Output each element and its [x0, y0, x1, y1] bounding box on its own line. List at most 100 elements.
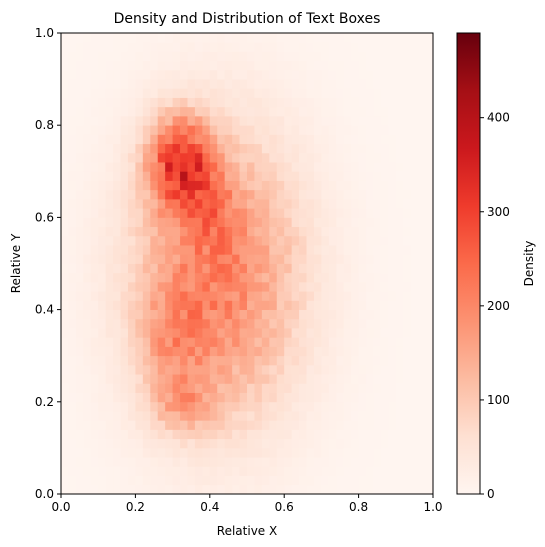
heatmap-cell [284, 152, 293, 163]
heatmap-cell [395, 466, 404, 476]
heatmap-cell [351, 429, 359, 440]
heatmap-cell [217, 88, 226, 98]
heatmap-cell [254, 383, 263, 393]
heatmap-cell [306, 152, 315, 163]
heatmap-cell [269, 364, 278, 375]
heatmap-cell [217, 447, 226, 458]
heatmap-cell [366, 383, 374, 393]
heatmap-cell [135, 438, 144, 449]
heatmap-cell [217, 484, 226, 495]
heatmap-cell [425, 457, 434, 467]
heatmap-cell [157, 318, 166, 329]
heatmap-cell [254, 33, 263, 43]
heatmap-cell [127, 346, 136, 357]
heatmap-cell [313, 106, 322, 117]
heatmap-cell [75, 401, 84, 412]
heatmap-cell [135, 281, 144, 292]
heatmap-cell [209, 79, 218, 89]
heatmap-cell [239, 60, 248, 71]
heatmap-cell [380, 466, 389, 476]
heatmap-cell [410, 411, 419, 421]
heatmap-cell [75, 171, 84, 181]
heatmap-cell [351, 438, 359, 449]
heatmap-cell [366, 457, 374, 467]
heatmap-cell [351, 134, 359, 145]
heatmap-cell [217, 309, 226, 320]
heatmap-cell [299, 438, 307, 449]
heatmap-cell [351, 374, 359, 384]
heatmap-cell [113, 272, 121, 283]
heatmap-cell [239, 401, 248, 412]
heatmap-cell [254, 429, 263, 440]
heatmap-cell [232, 420, 240, 430]
heatmap-cell [90, 162, 99, 172]
heatmap-cell [165, 217, 173, 228]
heatmap-cell [358, 364, 367, 375]
heatmap-cell [217, 106, 226, 117]
heatmap-cell [68, 171, 77, 181]
heatmap-cell [90, 429, 99, 440]
heatmap-cell [418, 291, 426, 301]
heatmap-cell [172, 189, 181, 200]
heatmap-cell [418, 374, 426, 384]
heatmap-cell [113, 69, 121, 80]
heatmap-cell [150, 401, 159, 412]
heatmap-cell [284, 337, 293, 347]
heatmap-cell [180, 364, 188, 375]
heatmap-cell [142, 189, 151, 200]
heatmap-cell [343, 198, 352, 209]
heatmap-cell [254, 411, 263, 421]
heatmap-cell [328, 79, 337, 89]
heatmap-cell [373, 291, 382, 301]
heatmap-cell [150, 484, 159, 495]
heatmap-cell [172, 152, 181, 163]
heatmap-cell [269, 392, 278, 403]
heatmap-cell [388, 392, 397, 403]
heatmap-cell [194, 60, 203, 71]
heatmap-cell [142, 180, 151, 191]
heatmap-cell [68, 392, 77, 403]
heatmap-cell [418, 457, 426, 467]
heatmap-cell [254, 235, 263, 246]
heatmap-cell [135, 272, 144, 283]
heatmap-cell [202, 106, 211, 117]
heatmap-cell [321, 475, 330, 486]
heatmap-cell [425, 180, 434, 191]
heatmap-cell [105, 374, 114, 384]
heatmap-cell [105, 235, 114, 246]
heatmap-cell [172, 318, 181, 329]
heatmap-cell [90, 484, 99, 495]
heatmap-cell [180, 217, 188, 228]
heatmap-cell [380, 364, 389, 375]
heatmap-cell [113, 79, 121, 89]
heatmap-cell [202, 401, 211, 412]
heatmap-cell [90, 88, 99, 98]
heatmap-cell [306, 392, 315, 403]
heatmap-cell [157, 134, 166, 145]
heatmap-cell [98, 226, 107, 237]
heatmap-cell [343, 281, 352, 292]
heatmap-cell [261, 125, 270, 135]
heatmap-cell [61, 143, 69, 154]
heatmap-cell [83, 88, 92, 98]
heatmap-cell [135, 374, 144, 384]
heatmap-cell [306, 291, 315, 301]
heatmap-cell [217, 143, 226, 154]
heatmap-cell [239, 392, 248, 403]
heatmap-cell [410, 291, 419, 301]
heatmap-cell [127, 226, 136, 237]
heatmap-cell [395, 254, 404, 264]
heatmap-cell [217, 198, 226, 209]
heatmap-cell [172, 355, 181, 366]
heatmap-cell [313, 281, 322, 292]
heatmap-cell [68, 401, 77, 412]
heatmap-cell [120, 33, 129, 43]
heatmap-cell [261, 245, 270, 255]
heatmap-cell [142, 337, 151, 347]
heatmap-cell [403, 383, 412, 393]
heatmap-cell [306, 60, 315, 71]
heatmap-cell [209, 208, 218, 218]
heatmap-cell [306, 235, 315, 246]
heatmap-cell [157, 254, 166, 264]
heatmap-cell [172, 180, 181, 191]
